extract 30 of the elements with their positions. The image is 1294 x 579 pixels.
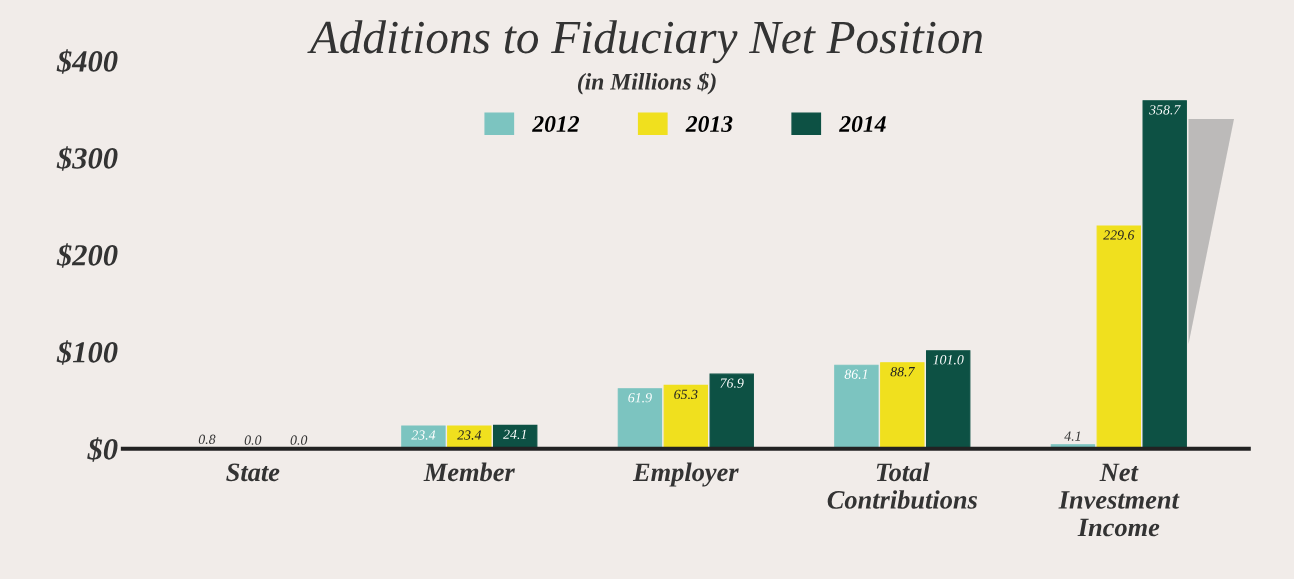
chart-subtitle: (in Millions $) [577,72,716,95]
y-tick-label: $300 [56,146,118,171]
y-tick-label: $0 [87,437,118,462]
x-tick-label: Member [423,462,515,482]
data-label: 76.9 [720,378,744,388]
legend-label: 2014 [839,116,886,132]
data-label: 23.4 [411,430,436,440]
data-label: 4.1 [1064,431,1081,441]
x-tick-label: Total Contributions [827,462,978,509]
data-label: 88.7 [890,366,915,377]
data-label: 24.1 [503,429,526,440]
x-tick-label: State [226,463,280,482]
data-label: 229.6 [1103,230,1135,240]
x-tick-label: Employer [632,462,739,487]
data-label: 101.0 [933,355,964,365]
data-label: 0.8 [198,434,216,445]
y-tick-label: $400 [56,49,118,74]
data-label: 86.1 [844,369,868,379]
data-label: 0.0 [244,435,262,445]
y-tick-label: $100 [56,340,118,365]
data-label: 0.0 [290,435,308,445]
chart-title: Additions to Fiduciary Net Position [307,20,983,64]
data-label: 23.4 [457,430,482,440]
legend-label: 2012 [532,116,580,132]
data-label: 61.9 [628,393,652,403]
legend-label: 2013 [685,116,733,132]
data-label: 358.7 [1149,105,1181,115]
y-tick-label: $200 [56,243,118,268]
data-label: 65.3 [674,389,698,400]
x-tick-label: Net Investment Income [1058,463,1180,537]
